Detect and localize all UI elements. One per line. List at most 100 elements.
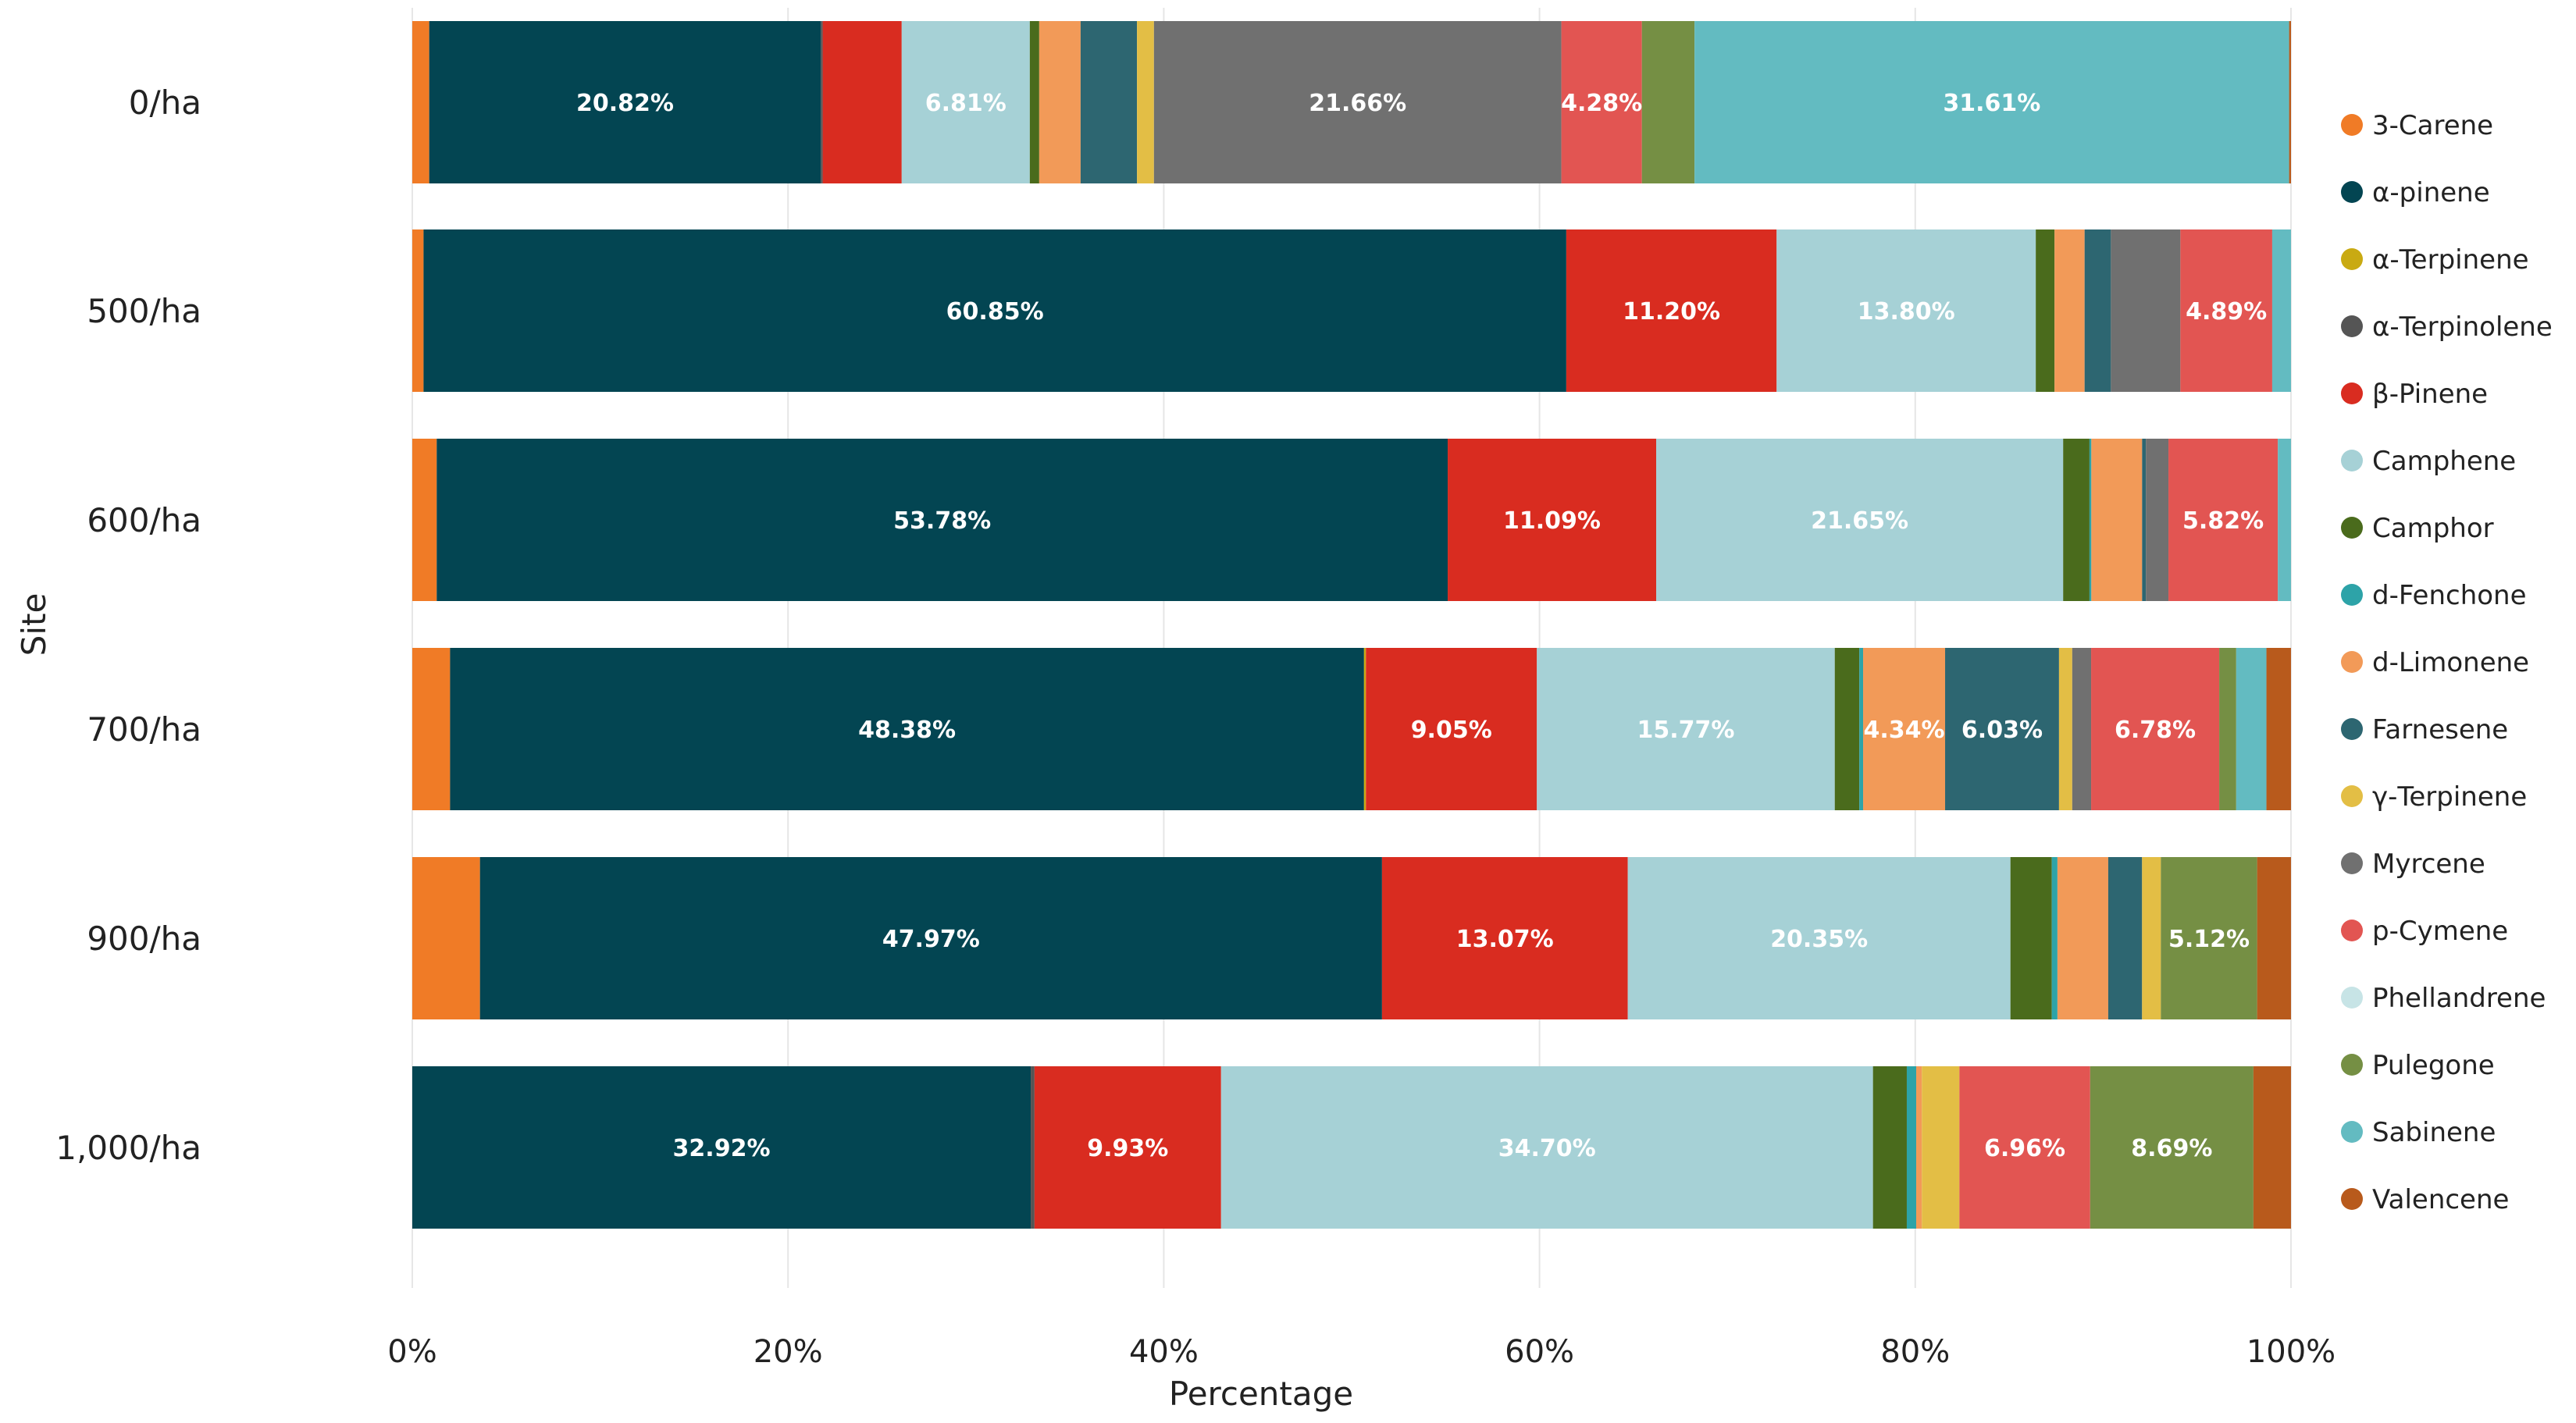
- bar-segment-d-limonene: [2057, 857, 2108, 1019]
- bar-segment-pinene: [429, 21, 821, 183]
- data-label: 4.28%: [1561, 90, 1642, 117]
- data-label: 5.82%: [2182, 507, 2264, 535]
- bar-segment-d-limonene: [1916, 1066, 1922, 1229]
- legend-marker: [2341, 1188, 2363, 1210]
- bar-segment-pulegone: [1641, 21, 1695, 183]
- data-label: 4.89%: [2186, 298, 2267, 326]
- bar-segment-pinene: [412, 1066, 1031, 1229]
- bar-segment-p-cymene: [1959, 1066, 2090, 1229]
- bar-segment-myrcene: [2146, 439, 2169, 601]
- data-label: 9.05%: [1411, 717, 1492, 744]
- data-label: 21.65%: [1811, 507, 1908, 535]
- bar-segment-camphene: [1220, 1066, 1873, 1229]
- x-tick-label: 20%: [754, 1334, 823, 1370]
- data-label: 6.96%: [1984, 1135, 2065, 1162]
- legend-label: Camphene: [2372, 446, 2516, 477]
- legend-marker: [2341, 517, 2363, 539]
- y-axis-title: Site: [15, 593, 53, 656]
- bar-segment-d-limonene: [1039, 21, 1081, 183]
- bar-segment-farnesene: [2084, 229, 2111, 392]
- data-label: 6.78%: [2115, 717, 2196, 744]
- bar-segment-valencene: [2289, 21, 2291, 183]
- legend-marker: [2341, 450, 2363, 471]
- legend-label: 3-Carene: [2372, 110, 2493, 141]
- legend-label: d-Limonene: [2372, 647, 2529, 678]
- x-tick-label: 0%: [387, 1334, 436, 1370]
- bar-segment-d-fenchone: [2051, 857, 2058, 1019]
- legend-marker: [2341, 1121, 2363, 1143]
- legend-marker: [2341, 920, 2363, 941]
- bar-segment-pinene: [1034, 1066, 1221, 1229]
- data-label: 60.85%: [946, 298, 1044, 326]
- bar-segment-p-cymene: [1561, 21, 1642, 183]
- bar-segment-pinene: [1366, 648, 1537, 810]
- bar-segment-terpinene: [1137, 21, 1154, 183]
- legend-marker: [2341, 248, 2363, 270]
- bar-segment-myrcene: [1153, 21, 1562, 183]
- bar-segment-myrcene: [2111, 229, 2181, 392]
- bar-segment-sabinene: [1694, 21, 2289, 183]
- bar-segment-farnesene: [2142, 439, 2147, 601]
- bar-segment-camphor: [2063, 439, 2090, 601]
- bar-segment-camphene: [1656, 439, 2064, 601]
- bar-segment-valencene: [2253, 1066, 2291, 1229]
- bar-segment-sabinene: [2278, 439, 2291, 601]
- data-label: 13.07%: [1456, 926, 1554, 953]
- bar-segment-d-fenchone: [1906, 1066, 1917, 1229]
- data-label: 20.82%: [576, 90, 674, 117]
- bar-segment-farnesene: [1945, 648, 2059, 810]
- legend-label: p-Cymene: [2372, 916, 2508, 947]
- bar-segment-3-carene: [412, 229, 424, 392]
- legend-marker: [2341, 852, 2363, 874]
- bar-segment-farnesene: [2107, 857, 2143, 1019]
- category-label: 1,000/ha: [55, 1129, 201, 1167]
- data-label: 32.92%: [673, 1135, 771, 1162]
- legend-label: d-Fenchone: [2372, 580, 2527, 611]
- bar-segment-pinene: [450, 648, 1364, 810]
- bar-segment-camphene: [1776, 229, 2036, 392]
- data-label: 47.97%: [882, 926, 980, 953]
- bar-segment-d-limonene: [1863, 648, 1946, 810]
- bar-segment-terpinene: [2058, 648, 2072, 810]
- data-label: 4.34%: [1863, 717, 1944, 744]
- data-label: 5.12%: [2168, 926, 2250, 953]
- legend-label: α-Terpinolene: [2372, 311, 2553, 343]
- data-label: 21.66%: [1309, 90, 1406, 117]
- data-label: 8.69%: [2131, 1135, 2212, 1162]
- legend-marker: [2341, 651, 2363, 673]
- bar-segment-camphene: [1627, 857, 2011, 1019]
- bar-segment-3-carene: [412, 21, 429, 183]
- legend-label: Pulegone: [2372, 1050, 2495, 1081]
- data-label: 6.03%: [1961, 717, 2043, 744]
- legend-label: γ-Terpinene: [2372, 781, 2527, 813]
- bar-segment-terpinolene: [1031, 1066, 1035, 1229]
- category-label: 0/ha: [129, 84, 201, 122]
- bar-segment-myrcene: [2072, 648, 2092, 810]
- bar-segment-pinene: [436, 439, 1448, 601]
- x-tick-label: 80%: [1880, 1334, 1950, 1370]
- bar-segment-camphor: [1834, 648, 1860, 810]
- bar-segment-camphor: [1029, 21, 1039, 183]
- category-label: 900/ha: [87, 920, 201, 958]
- bar-segment-d-limonene: [2091, 439, 2143, 601]
- bar-segment-camphor: [2010, 857, 2052, 1019]
- bar-segment-pinene: [822, 21, 902, 183]
- data-label: 34.70%: [1498, 1135, 1596, 1162]
- bar-segment-terpinene: [1922, 1066, 1960, 1229]
- bar-segment-pinene: [1448, 439, 1657, 601]
- legend-marker: [2341, 315, 2363, 337]
- legend-marker: [2341, 584, 2363, 606]
- bar-segment-pulegone: [2090, 1066, 2254, 1229]
- bar-segment-camphene: [1537, 648, 1835, 810]
- bar-segment-3-carene: [412, 857, 480, 1019]
- bar-segment-camphor: [1872, 1066, 1907, 1229]
- bars: [412, 21, 2291, 1229]
- legend-marker: [2341, 181, 2363, 203]
- bar-segment-d-fenchone: [1859, 648, 1864, 810]
- bar-segment-pinene: [423, 229, 1566, 392]
- legend-label: Valencene: [2372, 1184, 2509, 1215]
- bar-segment-pinene: [1566, 229, 1777, 392]
- legend-label: α-Terpinene: [2372, 244, 2529, 276]
